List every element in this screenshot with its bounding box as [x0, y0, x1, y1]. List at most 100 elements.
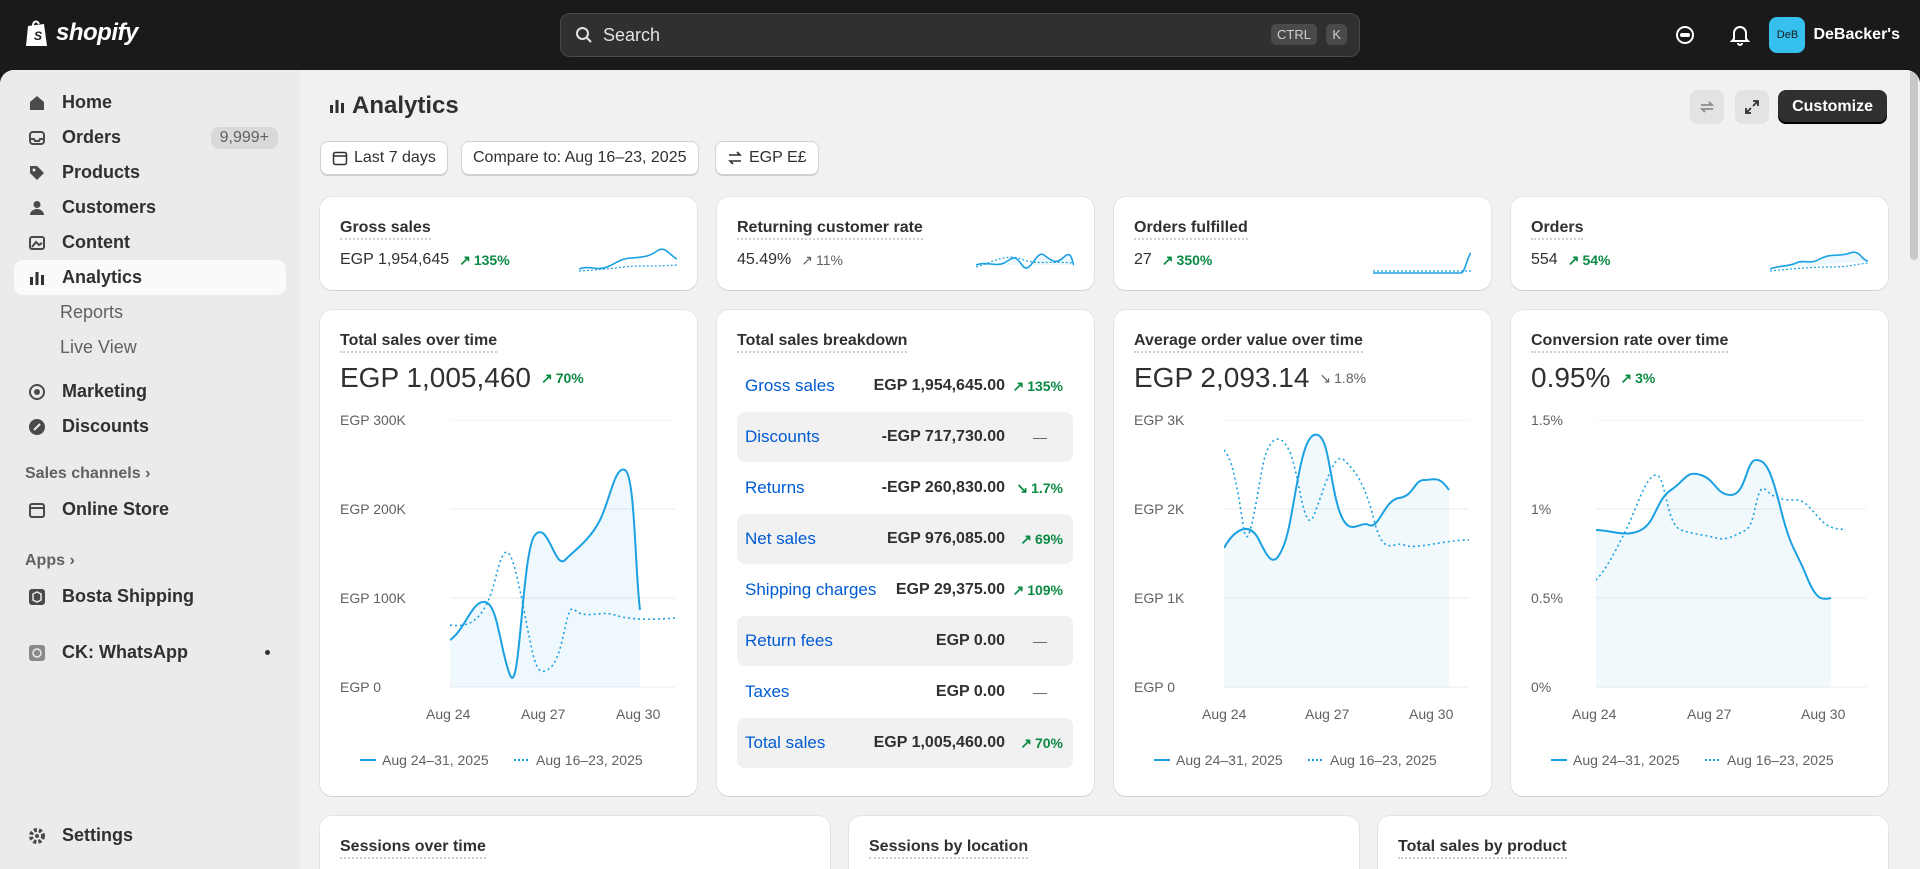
breakdown-link[interactable]: Discounts [745, 427, 820, 446]
exchange-icon [728, 151, 742, 165]
chart-change-value: 70% [555, 370, 584, 386]
chart-card-sales-by-product[interactable]: Total sales by product [1378, 816, 1888, 869]
legend-current: Aug 24–31, 2025 [1551, 752, 1680, 768]
breakdown-row-total-sales: Total sales EGP 1,005,460.00 ↗ 70% [737, 718, 1073, 768]
arrow-down-icon: ↘ [1319, 369, 1332, 386]
app-shell: Home Orders 9,999+ Products Customers Co… [0, 70, 1920, 869]
breakdown-link[interactable]: Shipping charges [745, 580, 877, 599]
store-menu[interactable]: DeB DeBacker's [1769, 17, 1900, 53]
breakdown-link[interactable]: Net sales [745, 529, 816, 548]
chart-change-value: 1.8% [1334, 370, 1367, 386]
bar-chart-icon [26, 267, 48, 289]
kpi-card-returning-customer-rate[interactable]: Returning customer rate 45.49% ↗ 11% [717, 197, 1094, 290]
line-chart-total-sales [450, 420, 675, 688]
calendar-icon [332, 151, 348, 166]
sidebar-item-online-store[interactable]: Online Store [14, 492, 286, 527]
sidebar-item-label: Content [62, 232, 130, 252]
legend-current: Aug 24–31, 2025 [360, 752, 489, 768]
page-title-text: Analytics [352, 92, 459, 119]
arrow-up-icon: ↗ [540, 369, 553, 386]
kpi-card-gross-sales[interactable]: Gross sales EGP 1,954,645 ↗ 135% [320, 197, 697, 290]
customize-button[interactable]: Customize [1778, 90, 1887, 124]
chart-card-sessions-by-location[interactable]: Sessions by location [849, 816, 1359, 869]
chart-card-total-sales[interactable]: Total sales over time EGP 1,005,460 ↗ 70% … [320, 310, 697, 796]
sales-channels-heading[interactable]: Sales channels › [25, 465, 151, 482]
y-tick-label: 0.5% [1531, 590, 1563, 606]
sparkline-chart [579, 248, 677, 272]
legend-previous: Aug 16–23, 2025 [1705, 752, 1834, 768]
sidebar-item-analytics[interactable]: Analytics [14, 260, 286, 295]
line-chart-aov [1224, 420, 1469, 688]
breakdown-change-value: 69% [1034, 531, 1063, 547]
refresh-button[interactable] [1690, 90, 1724, 124]
kpi-label: Orders fulfilled [1134, 219, 1248, 240]
apps-heading[interactable]: Apps › [25, 552, 75, 569]
solid-line-swatch [1154, 759, 1170, 761]
breakdown-link[interactable]: Taxes [745, 682, 790, 701]
line-chart-conversion [1596, 420, 1866, 688]
chart-title: Sessions over time [340, 838, 486, 859]
sidekick-icon[interactable] [1672, 22, 1698, 48]
gear-icon [26, 825, 48, 847]
bell-icon[interactable] [1727, 22, 1753, 48]
main-content: Analytics Customize Last 7 days Compare … [300, 70, 1920, 869]
kpi-value: 45.49% [737, 251, 792, 268]
y-tick-label: EGP 100K [340, 590, 406, 606]
x-tick-label: Aug 30 [616, 706, 661, 722]
kpi-card-orders[interactable]: Orders 554 ↗ 54% [1511, 197, 1888, 290]
bosta-app-icon [26, 586, 48, 608]
legend-label: Aug 24–31, 2025 [1573, 752, 1680, 768]
sidebar-item-home[interactable]: Home [14, 85, 286, 120]
breakdown-link[interactable]: Gross sales [745, 376, 835, 395]
sidebar-item-orders[interactable]: Orders 9,999+ [14, 120, 286, 155]
breakdown-link[interactable]: Total sales [745, 733, 826, 752]
currency-button[interactable]: EGP E£ [715, 141, 819, 175]
sidebar-item-settings[interactable]: Settings [14, 818, 286, 853]
breakdown-link[interactable]: Return fees [745, 631, 833, 650]
chart-change: ↗ 3% [1620, 370, 1655, 387]
card-total-sales-breakdown[interactable]: Total sales breakdown Gross sales EGP 1,… [717, 310, 1094, 796]
compare-label: Compare to: Aug 16–23, 2025 [473, 149, 687, 166]
sidebar-item-customers[interactable]: Customers [14, 190, 286, 225]
kpi-value: EGP 1,954,645 [340, 251, 450, 268]
breakdown-change: ↗ 69% [1020, 530, 1063, 548]
sidebar-item-label: Home [62, 92, 113, 112]
breakdown-row-return-fees: Return fees EGP 0.00 — [737, 616, 1073, 666]
chart-card-sessions-over-time[interactable]: Sessions over time [320, 816, 830, 869]
sidebar: Home Orders 9,999+ Products Customers Co… [0, 70, 300, 869]
sidebar-item-label: CK: WhatsApp [62, 642, 188, 662]
sidebar-item-live-view[interactable]: Live View [14, 330, 286, 365]
date-range-label: Last 7 days [354, 149, 436, 166]
breakdown-link[interactable]: Returns [745, 478, 805, 497]
kpi-card-orders-fulfilled[interactable]: Orders fulfilled 27 ↗ 350% [1114, 197, 1491, 290]
chart-card-conversion-rate[interactable]: Conversion rate over time 0.95% ↗ 3% 1.5% … [1511, 310, 1888, 796]
fullscreen-button[interactable] [1735, 90, 1769, 124]
shopify-bag-icon: S [26, 20, 47, 46]
shopify-logo[interactable]: S shopify [24, 18, 138, 48]
shortcut-key-k: K [1326, 24, 1347, 45]
chart-title: Average order value over time [1134, 332, 1363, 353]
chart-value: 0.95% [1531, 362, 1611, 393]
sidebar-item-content[interactable]: Content [14, 225, 286, 260]
chart-card-average-order-value[interactable]: Average order value over time EGP 2,093.… [1114, 310, 1491, 796]
page-scrollbar[interactable] [1910, 70, 1918, 260]
sidebar-item-marketing[interactable]: Marketing [14, 374, 286, 409]
sidebar-item-reports[interactable]: Reports [14, 295, 286, 330]
arrow-up-icon: ↗ [459, 251, 471, 268]
sidebar-item-label: Orders [62, 127, 122, 147]
sidebar-item-ck-whatsapp[interactable]: CK: WhatsApp [14, 635, 286, 670]
chart-value: EGP 2,093.14 [1134, 362, 1310, 393]
kpi-change: ↗ 135% [459, 252, 510, 269]
legend-label: Aug 16–23, 2025 [1727, 752, 1834, 768]
breakdown-change: — [1033, 429, 1047, 445]
solid-line-swatch [360, 759, 376, 761]
compare-button[interactable]: Compare to: Aug 16–23, 2025 [461, 141, 699, 175]
date-range-button[interactable]: Last 7 days [320, 141, 448, 175]
sidebar-item-discounts[interactable]: Discounts [14, 409, 286, 444]
kpi-value: 27 [1134, 251, 1152, 268]
sidebar-item-products[interactable]: Products [14, 155, 286, 190]
kpi-change-value: 11% [816, 252, 843, 268]
kpi-value: 554 [1531, 251, 1558, 268]
search-input[interactable]: Search CTRL K [560, 13, 1360, 57]
sidebar-item-bosta-shipping[interactable]: Bosta Shipping [14, 579, 286, 614]
